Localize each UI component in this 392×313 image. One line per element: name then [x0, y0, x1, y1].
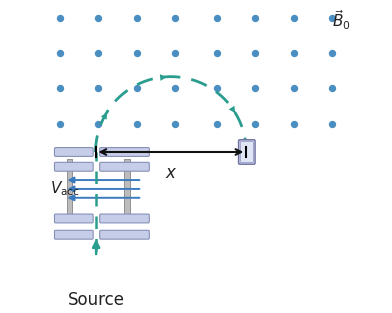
Point — [214, 121, 220, 126]
Point — [57, 121, 63, 126]
Point — [172, 15, 178, 20]
Point — [95, 121, 102, 126]
FancyBboxPatch shape — [100, 162, 149, 171]
Bar — [125, 159, 131, 218]
Point — [214, 15, 220, 20]
Point — [329, 121, 335, 126]
Point — [252, 15, 258, 20]
FancyBboxPatch shape — [239, 140, 255, 164]
Point — [329, 15, 335, 20]
FancyBboxPatch shape — [100, 214, 149, 223]
FancyBboxPatch shape — [100, 147, 149, 156]
FancyBboxPatch shape — [54, 147, 93, 156]
Point — [95, 15, 102, 20]
Point — [329, 50, 335, 55]
Point — [172, 50, 178, 55]
Point — [57, 86, 63, 91]
Point — [134, 50, 140, 55]
Text: $x$: $x$ — [165, 164, 177, 182]
Point — [95, 50, 102, 55]
Point — [172, 86, 178, 91]
Point — [134, 121, 140, 126]
FancyBboxPatch shape — [240, 141, 253, 162]
FancyBboxPatch shape — [54, 214, 93, 223]
Point — [290, 50, 297, 55]
Text: $V_{\rm acc}$: $V_{\rm acc}$ — [50, 180, 80, 198]
FancyBboxPatch shape — [54, 162, 93, 171]
Point — [57, 50, 63, 55]
FancyBboxPatch shape — [54, 230, 93, 239]
Point — [134, 15, 140, 20]
Text: Source: Source — [68, 291, 125, 309]
Point — [329, 86, 335, 91]
Point — [95, 86, 102, 91]
Point — [252, 86, 258, 91]
FancyBboxPatch shape — [100, 230, 149, 239]
Point — [134, 86, 140, 91]
Point — [57, 15, 63, 20]
Point — [252, 121, 258, 126]
Point — [252, 50, 258, 55]
Point — [214, 50, 220, 55]
Point — [290, 121, 297, 126]
Point — [214, 86, 220, 91]
Text: $\vec{B}_0$: $\vec{B}_0$ — [332, 9, 351, 32]
Point — [172, 121, 178, 126]
Point — [290, 86, 297, 91]
Point — [290, 15, 297, 20]
Bar — [67, 159, 73, 218]
